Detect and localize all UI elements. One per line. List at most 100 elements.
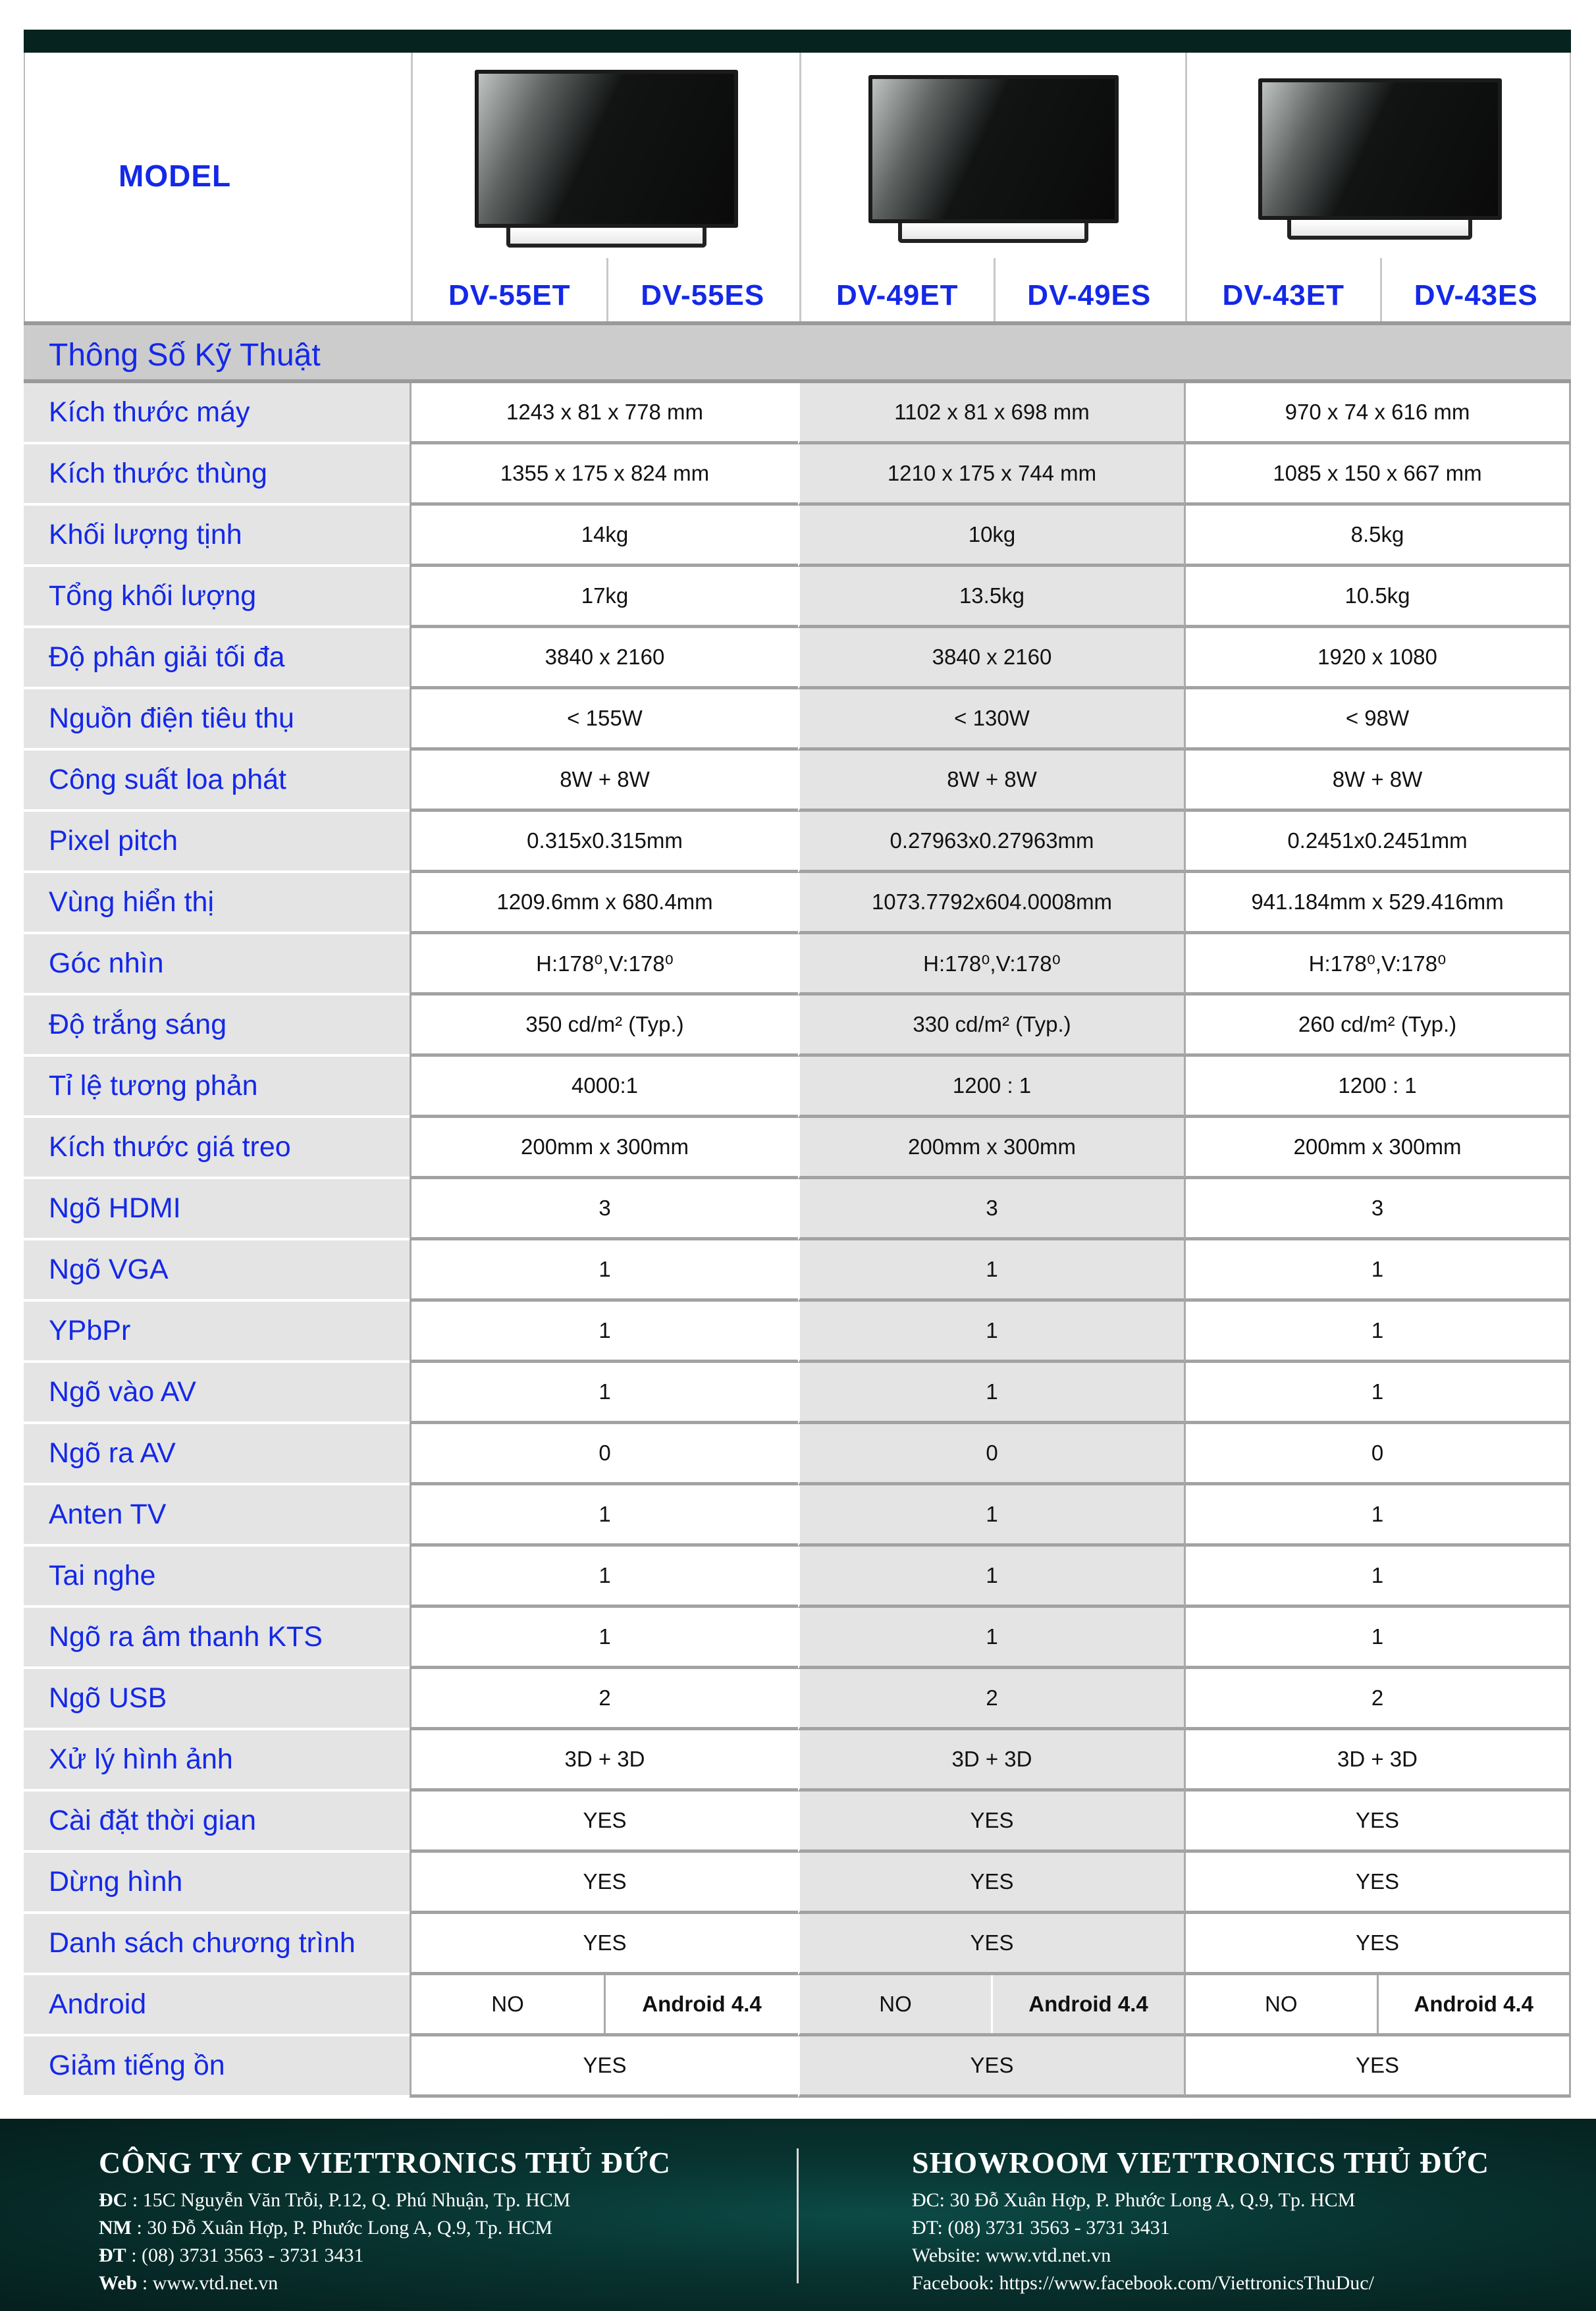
spec-table: Kích thước máy 1243 x 81 x 778 mm 1102 x 8… — [24, 383, 1571, 2098]
spec-label: Anten TV — [24, 1485, 410, 1547]
spec-value: 8.5kg — [1184, 506, 1571, 567]
spec-value: 1 — [1184, 1485, 1571, 1547]
spec-label: Kích thước máy — [24, 383, 410, 444]
spec-value: 970 x 74 x 616 mm — [1184, 383, 1571, 444]
spec-label: Nguồn điện tiêu thụ — [24, 689, 410, 751]
company-line: ĐT : (08) 3731 3563 - 3731 3431 — [99, 2242, 671, 2270]
model-divider — [606, 258, 608, 321]
spec-value: 1355 x 175 x 824 mm — [410, 444, 798, 506]
spec-label: Xử lý hình ảnh — [24, 1730, 410, 1792]
spec-value: 2 — [798, 1669, 1184, 1730]
section-title: Thông Số Kỹ Thuật — [49, 338, 321, 373]
section-header: Thông Số Kỹ Thuật — [24, 321, 1571, 383]
spec-value: YES — [1184, 1853, 1571, 1914]
spec-value: YES — [1184, 2036, 1571, 2098]
spec-value: 3D + 3D — [798, 1730, 1184, 1792]
company-line-key: ĐT — [99, 2245, 126, 2266]
table-row: Giảm tiếng ồn YES YES YES — [24, 2036, 1571, 2098]
table-row: Ngõ ra AV 0 0 0 — [24, 1424, 1571, 1485]
table-row: Dừng hình YES YES YES — [24, 1853, 1571, 1914]
spec-label: Android — [24, 1975, 410, 2036]
model-header: MODEL DV-55ET DV-55ES DV-49ET DV-49ES DV-43E… — [24, 53, 1571, 321]
spec-value: 1243 x 81 x 778 mm — [410, 383, 798, 444]
spec-value: 1 — [798, 1485, 1184, 1547]
table-row: Kích thước thùng 1355 x 175 x 824 mm 1210 … — [24, 444, 1571, 506]
spec-value: 1920 x 1080 — [1184, 628, 1571, 689]
spec-value: 941.184mm x 529.416mm — [1184, 873, 1571, 934]
spec-label: Kích thước thùng — [24, 444, 410, 506]
spec-label: Độ trắng sáng — [24, 996, 410, 1057]
tv-image — [474, 70, 738, 248]
company-line-text: : (08) 3731 3563 - 3731 3431 — [126, 2245, 364, 2266]
spec-value: 1 — [1184, 1363, 1571, 1424]
spec-value: YES — [410, 1853, 798, 1914]
table-row: Vùng hiển thị 1209.6mm x 680.4mm 1073.7792… — [24, 873, 1571, 934]
showroom-line: ĐC: 30 Đỗ Xuân Hợp, P. Phước Long A, Q.9… — [912, 2189, 1356, 2211]
spec-value: 1 — [410, 1547, 798, 1608]
table-row: Độ trắng sáng 350 cd/m² (Typ.) 330 cd/m² (… — [24, 996, 1571, 1057]
spec-label: Góc nhìn — [24, 934, 410, 996]
model-name: DV-49ET — [836, 279, 959, 311]
spec-value-part: Android 4.4 — [604, 1975, 798, 2033]
spec-value: 8W + 8W — [798, 751, 1184, 812]
spec-value: < 98W — [1184, 689, 1571, 751]
spec-value: 2 — [410, 1669, 798, 1730]
table-row: Xử lý hình ảnh 3D + 3D 3D + 3D 3D + 3D — [24, 1730, 1571, 1792]
spec-value: 200mm x 300mm — [798, 1118, 1184, 1179]
table-row: YPbPr 1 1 1 — [24, 1302, 1571, 1363]
spec-value: 1 — [798, 1547, 1184, 1608]
table-row: Android NO Android 4.4 NO Android 4.4 NO Andro… — [24, 1975, 1571, 2036]
spec-value: 1200 : 1 — [798, 1057, 1184, 1118]
spec-value: 1 — [798, 1240, 1184, 1302]
spec-label: Độ phân giải tối đa — [24, 628, 410, 689]
spec-label: Ngõ ra AV — [24, 1424, 410, 1485]
company-line-key: NM — [99, 2217, 132, 2239]
spec-value: 0.315x0.315mm — [410, 812, 798, 873]
spec-value: YES — [798, 1914, 1184, 1975]
table-row: Nguồn điện tiêu thụ < 155W < 130W < 98W — [24, 689, 1571, 751]
spec-value: 1085 x 150 x 667 mm — [1184, 444, 1571, 506]
spec-value-part: Android 4.4 — [1376, 1975, 1570, 2033]
spec-value: 3 — [798, 1179, 1184, 1240]
table-row: Pixel pitch 0.315x0.315mm 0.27963x0.27963m… — [24, 812, 1571, 873]
spec-value: 8W + 8W — [1184, 751, 1571, 812]
model-divider — [993, 258, 996, 321]
footer-divider — [797, 2148, 799, 2283]
model-group-3: DV-43ET DV-43ES — [1185, 53, 1572, 321]
tv-screen — [474, 70, 738, 228]
table-row: Tai nghe 1 1 1 — [24, 1547, 1571, 1608]
spec-value: 10kg — [798, 506, 1184, 567]
company-line-text: : 15C Nguyễn Văn Trỗi, P.12, Q. Phú Nhuậ… — [127, 2189, 571, 2211]
spec-value: 1 — [410, 1363, 798, 1424]
table-row: Kích thước giá treo 200mm x 300mm 200mm x … — [24, 1118, 1571, 1179]
spec-value: H:178⁰,V:178⁰ — [1184, 934, 1571, 996]
spec-value: 0 — [1184, 1424, 1571, 1485]
spec-label: Ngõ USB — [24, 1669, 410, 1730]
spec-value: 3D + 3D — [1184, 1730, 1571, 1792]
spec-value: 10.5kg — [1184, 567, 1571, 628]
model-group-1: DV-55ET DV-55ES — [411, 53, 799, 321]
spec-value: 200mm x 300mm — [410, 1118, 798, 1179]
spec-value: 4000:1 — [410, 1057, 798, 1118]
model-name: DV-49ES — [1027, 279, 1152, 311]
spec-value: 1073.7792x604.0008mm — [798, 873, 1184, 934]
company-line-key: ĐC — [99, 2189, 128, 2211]
top-bar — [24, 30, 1571, 53]
spec-value: H:178⁰,V:178⁰ — [798, 934, 1184, 996]
spec-value: 2 — [1184, 1669, 1571, 1730]
spec-label: Vùng hiển thị — [24, 873, 410, 934]
table-row: Độ phân giải tối đa 3840 x 2160 3840 x 216… — [24, 628, 1571, 689]
spec-value: 1209.6mm x 680.4mm — [410, 873, 798, 934]
spec-value: YES — [410, 1792, 798, 1853]
spec-value: 1 — [798, 1302, 1184, 1363]
spec-value: 1 — [1184, 1302, 1571, 1363]
spec-value: 1200 : 1 — [1184, 1057, 1571, 1118]
showroom-info: SHOWROOM VIETTRONICS THỦ ĐỨC ĐC: 30 Đỗ X… — [912, 2145, 1489, 2297]
spec-value: 0 — [798, 1424, 1184, 1485]
model-name: DV-55ES — [641, 279, 765, 311]
spec-value: 1 — [410, 1302, 798, 1363]
table-row: Tổng khối lượng 17kg 13.5kg 10.5kg — [24, 567, 1571, 628]
spec-value: YES — [410, 1914, 798, 1975]
spec-value: 260 cd/m² (Typ.) — [1184, 996, 1571, 1057]
spec-value: 0 — [410, 1424, 798, 1485]
